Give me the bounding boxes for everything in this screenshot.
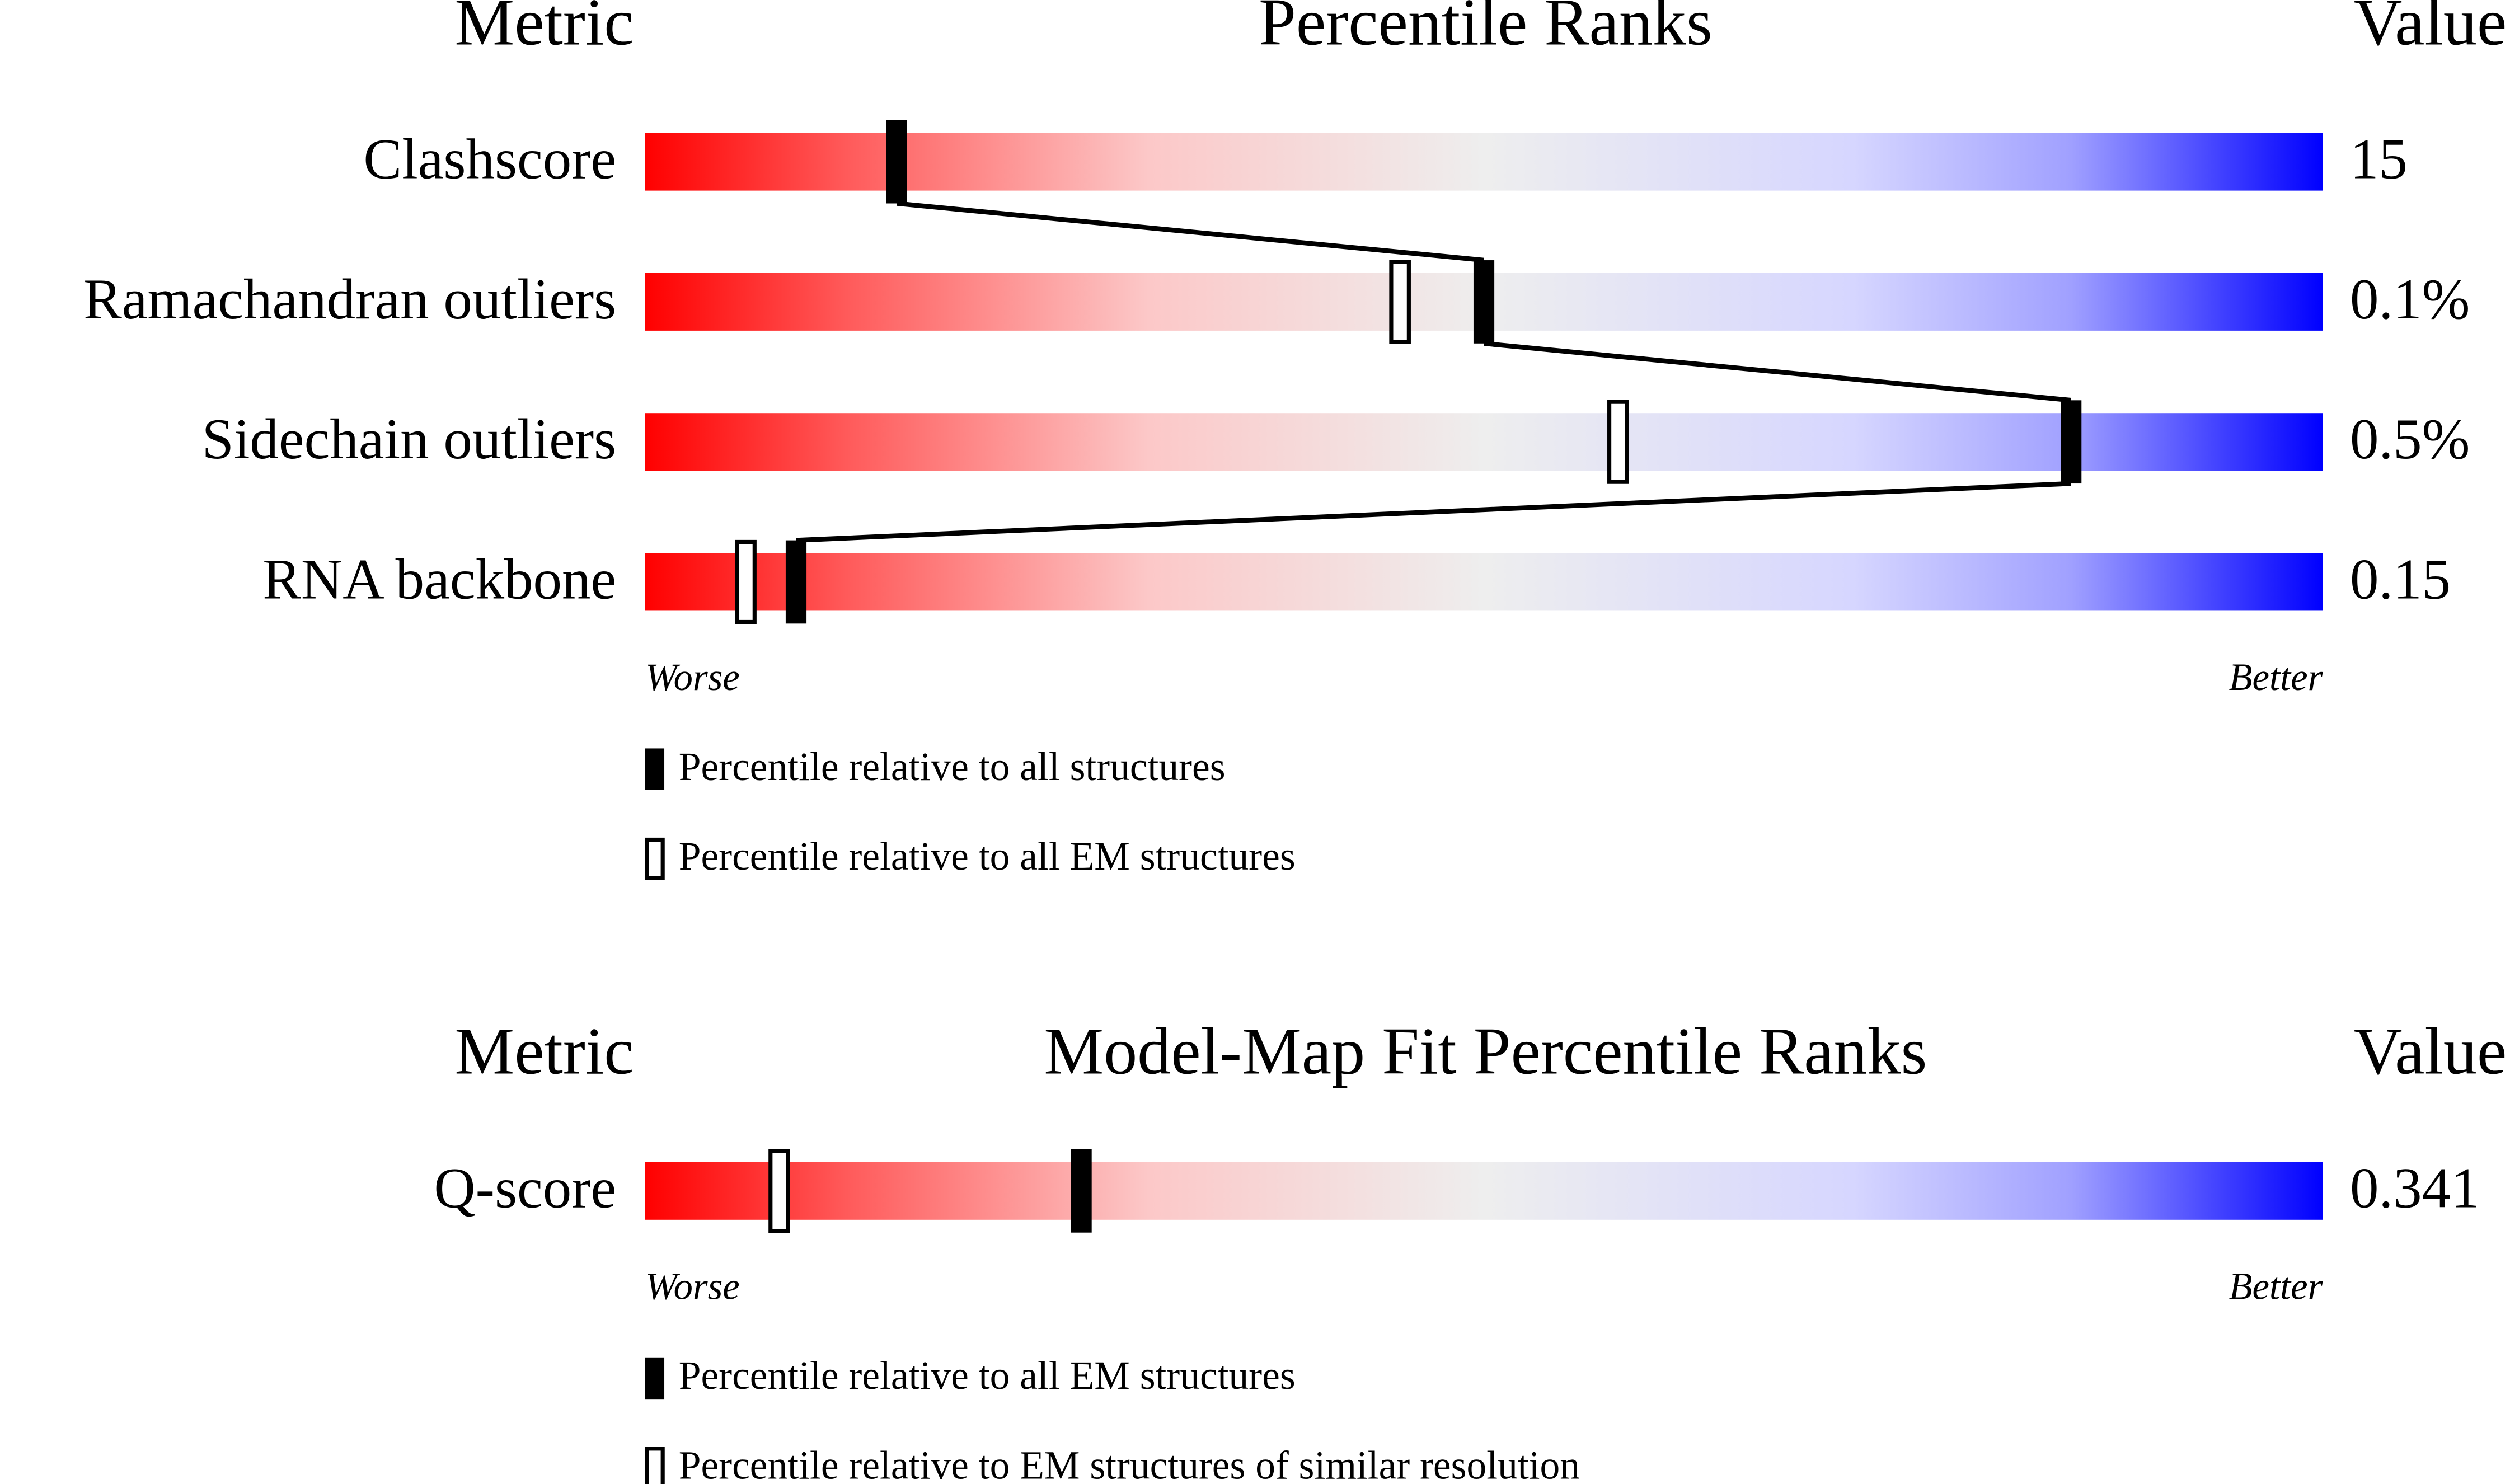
header-value: Value [2354,0,2507,59]
worse-label: Worse [645,656,740,698]
better-label: Better [2229,656,2323,698]
header-value: Value [2354,1013,2507,1088]
connector-line [796,481,2071,543]
percentile-marker [1071,1149,1092,1233]
header-metric: Metric [454,0,634,59]
legend-swatch [645,748,665,790]
percentile-marker-open [1389,260,1411,344]
percentile-marker [785,540,807,624]
connector-line [896,201,1484,263]
worse-label: Worse [645,1265,740,1307]
metric-label: Clashscore [363,127,616,191]
legend-label: Percentile relative to all structures [679,745,1226,789]
metric-value: 0.1% [2350,267,2470,331]
legend-label: Percentile relative to EM structures of … [679,1443,1580,1484]
metric-label: Sidechain outliers [202,407,617,471]
percentile-marker [2061,400,2082,484]
metric-value: 0.5% [2350,407,2470,471]
percentile-bar [645,133,2323,191]
percentile-marker-open [735,539,757,624]
percentile-marker [886,120,907,204]
percentile-marker-open [1607,400,1629,484]
better-label: Better [2229,1265,2323,1307]
legend-swatch [645,1357,665,1400]
percentile-bar [645,413,2323,471]
percentile-bar [645,553,2323,611]
percentile-marker [1473,260,1495,344]
metric-label: RNA backbone [262,547,616,611]
legend-swatch [644,1447,665,1484]
header-metric: Metric [454,1013,634,1088]
metric-value: 0.15 [2350,547,2451,611]
metric-value: 15 [2350,127,2408,191]
percentile-bar [645,1162,2323,1220]
legend-swatch [644,837,665,880]
percentile-marker-open [768,1149,790,1233]
chart-title: Model-Map Fit Percentile Ranks [1044,1013,1927,1088]
metric-label: Q-score [434,1157,616,1220]
metric-label: Ramachandran outliers [83,267,616,331]
legend-label: Percentile relative to all EM structures [679,1354,1296,1398]
legend-label: Percentile relative to all EM structures [679,834,1296,879]
chart-title: Percentile Ranks [1259,0,1713,59]
metric-value: 0.341 [2350,1157,2480,1220]
connector-line [1484,341,2072,403]
